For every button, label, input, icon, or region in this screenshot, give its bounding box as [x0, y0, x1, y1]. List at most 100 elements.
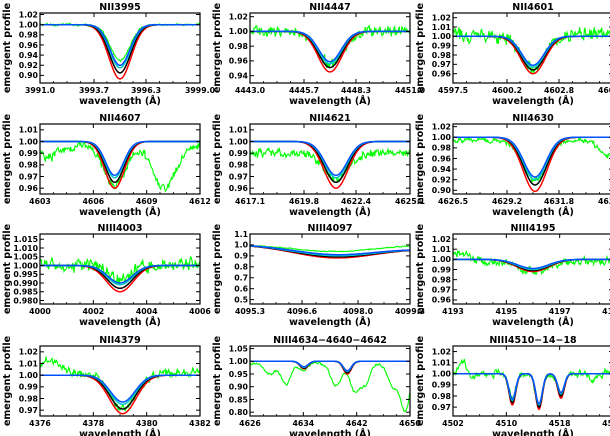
y-axis-label: emergent profile: [212, 336, 223, 426]
y-tick-label: 0.97: [432, 286, 451, 295]
panel-title: NIII4195: [511, 223, 556, 234]
axes-frame: [249, 233, 411, 305]
y-tick-label: 1.01: [19, 126, 38, 135]
model-profile-line: [453, 35, 610, 75]
y-tick-label: 1.00: [19, 137, 39, 146]
y-tick-label: 1.00: [432, 255, 452, 264]
x-tick-label: 4619.8: [289, 197, 319, 206]
y-tick-label: 0.90: [19, 71, 39, 80]
x-tick-label: 4006: [189, 307, 211, 316]
plot-area: [453, 358, 610, 411]
y-tick-label: 1.02: [432, 347, 451, 356]
x-tick-label: 4502: [442, 419, 464, 428]
plot-area: [40, 255, 200, 293]
y-axis-label: emergent profile: [2, 3, 13, 93]
y-tick-label: 1.02: [432, 13, 451, 22]
y-tick-label: 1.010: [13, 244, 38, 253]
x-tick-label: 4510: [495, 419, 517, 428]
plot-area: [40, 356, 200, 415]
plot-area: [40, 140, 200, 193]
x-axis-label: wavelength (Å): [492, 317, 574, 328]
x-tick-label: 3996.3: [131, 86, 161, 95]
y-tick-label: 1.00: [19, 20, 39, 29]
y-tick-label: 1.02: [432, 122, 451, 131]
x-tick-label: 4193: [442, 307, 464, 316]
x-tick-label: 4626.5: [438, 197, 468, 206]
x-tick-label: 4603: [29, 197, 51, 206]
panel: 4000 4002 4004 40060.9800.9850.9900.9951.00…: [2, 223, 211, 328]
y-tick-label: 1.005: [13, 253, 38, 262]
model-profile-line: [453, 373, 610, 409]
panel: 4626 4634 4642 4650 0.80 0.85 0.90 0.95 1.00 1.05…: [212, 335, 421, 436]
plot-area: [250, 24, 410, 73]
model-profile-line: [40, 374, 200, 406]
x-tick-label: 4650: [399, 419, 421, 428]
panel-title: NII4601: [512, 2, 553, 13]
panel-title: NIII4003: [98, 223, 143, 234]
y-tick-label: 0.98: [19, 31, 38, 40]
y-tick-label: 0.995: [13, 270, 38, 279]
y-axis-label: emergent profile: [415, 336, 426, 426]
y-tick-label: 0.7: [234, 274, 248, 283]
plot-area: [453, 249, 610, 276]
x-tick-label: 3991.0: [25, 86, 56, 95]
x-tick-label: 4634.5: [598, 197, 610, 206]
panel-title: NII3995: [99, 2, 140, 13]
x-axis-label: wavelength (Å): [492, 429, 574, 436]
y-tick-label: 0.95: [229, 370, 248, 379]
y-tick-label: 1.02: [19, 348, 38, 357]
model-profile-line: [40, 140, 200, 177]
y-tick-label: 0.98: [432, 144, 451, 153]
x-tick-label: 3993.7: [79, 86, 109, 95]
observed-spectrum-line: [40, 140, 200, 193]
x-axis-label: wavelength (Å): [289, 429, 371, 436]
panel-title: NIII4097: [308, 223, 353, 234]
y-tick-label: 0.97: [19, 172, 38, 181]
y-tick-label: 1.00: [432, 133, 452, 142]
y-tick-label: 1.00: [229, 27, 249, 36]
x-tick-label: 4443.0: [235, 86, 266, 95]
y-tick-label: 0.96: [432, 296, 451, 305]
x-tick-label: 4634: [292, 419, 314, 428]
y-tick-label: 0.96: [19, 184, 38, 193]
y-tick-label: 0.8: [234, 263, 248, 272]
model-profile-line: [40, 140, 200, 189]
y-tick-label: 0.90: [432, 186, 452, 195]
y-tick-label: 0.985: [13, 288, 38, 297]
y-tick-label: 0.97: [432, 60, 451, 69]
x-tick-label: 4606: [82, 197, 104, 206]
x-tick-label: 4378: [82, 419, 104, 428]
y-tick-label: 0.990: [13, 279, 38, 288]
x-tick-label: 4195: [495, 307, 517, 316]
y-axis-label: emergent profile: [212, 114, 223, 204]
x-tick-label: 4600.2: [492, 86, 522, 95]
x-tick-label: 4631.8: [544, 197, 574, 206]
observed-spectrum-line: [250, 244, 410, 253]
x-axis-label: wavelength (Å): [79, 429, 161, 436]
model-profile-line: [250, 140, 410, 189]
x-tick-label: 4098.0: [343, 307, 374, 316]
y-tick-label: 1.01: [432, 245, 451, 254]
x-axis-label: wavelength (Å): [79, 96, 161, 107]
observed-spectrum-line: [40, 255, 200, 286]
x-tick-label: 4376: [29, 419, 51, 428]
y-tick-label: 0.97: [229, 172, 248, 181]
y-tick-label: 0.99: [19, 149, 38, 158]
y-tick-label: 0.99: [19, 383, 38, 392]
x-axis-label: wavelength (Å): [492, 96, 574, 107]
y-tick-label: 0.98: [229, 161, 248, 170]
y-axis-label: emergent profile: [2, 114, 13, 204]
y-tick-label: 0.99: [229, 149, 248, 158]
model-profile-line: [40, 140, 200, 179]
y-tick-label: 0.98: [432, 275, 451, 284]
x-tick-label: 4597.5: [438, 86, 468, 95]
x-tick-label: 4382: [189, 419, 211, 428]
model-profile-line: [40, 140, 200, 184]
plot-area: [453, 135, 610, 193]
axes-frame: [39, 345, 201, 417]
x-tick-label: 4000: [29, 307, 51, 316]
x-tick-label: 4197: [549, 307, 571, 316]
model-profile-line: [453, 136, 610, 178]
panel: 4626.5 4629.2 4631.8 4634.5 0.90 0.920.94 0.96…: [415, 113, 610, 218]
observed-spectrum-line: [453, 358, 610, 408]
